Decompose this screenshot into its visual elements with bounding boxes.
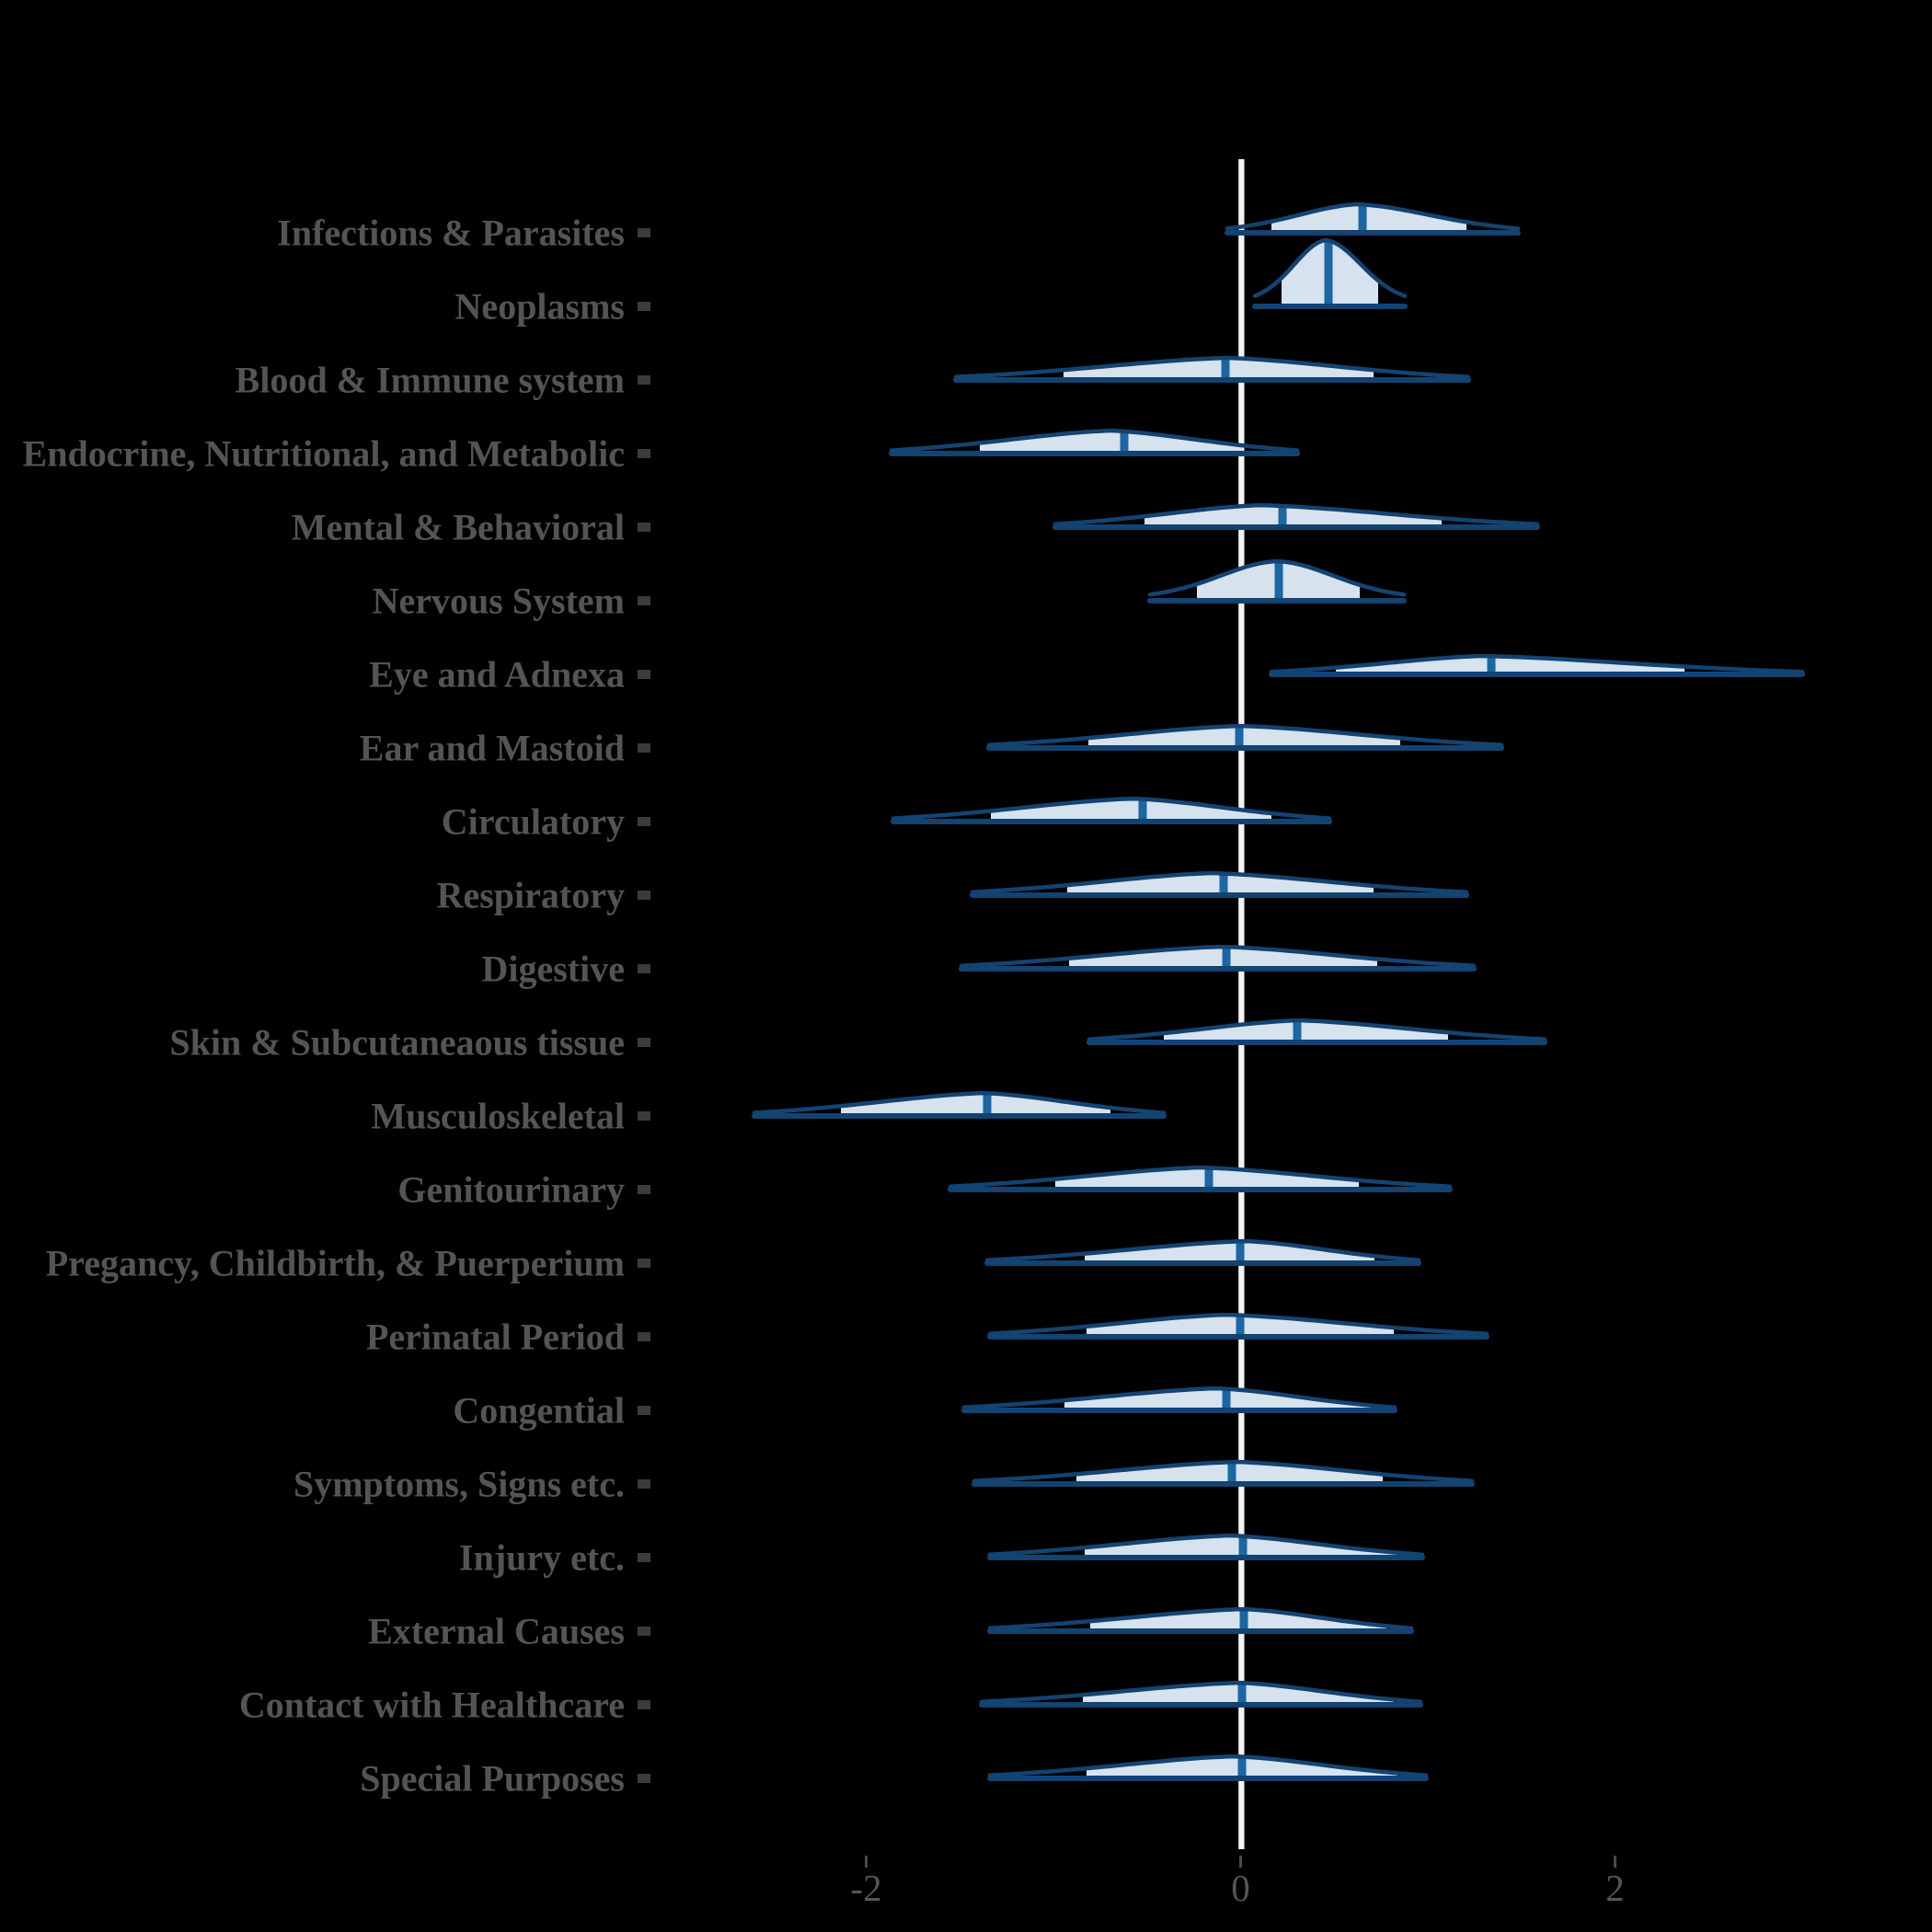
svg-text:Congential: Congential [453,1390,625,1432]
svg-text:Contact with Healthcare: Contact with Healthcare [239,1685,625,1726]
svg-text:Musculoskeletal: Musculoskeletal [371,1096,625,1137]
svg-text:Symptoms, Signs etc.: Symptoms, Signs etc. [293,1464,625,1505]
svg-text:Neoplasms: Neoplasms [455,286,625,328]
svg-text:Blood & Immune system: Blood & Immune system [236,360,625,401]
svg-text:Perinatal Period: Perinatal Period [366,1317,625,1358]
svg-text:-2: -2 [850,1867,881,1909]
svg-text:Pregancy, Childbirth, & Puerpe: Pregancy, Childbirth, & Puerperium [46,1243,625,1284]
svg-text:2: 2 [1605,1867,1625,1909]
svg-text:Mental & Behavioral: Mental & Behavioral [292,507,625,548]
svg-text:Genitourinary: Genitourinary [397,1169,625,1211]
svg-text:Special Purposes: Special Purposes [360,1758,625,1800]
svg-text:Eye and Adnexa: Eye and Adnexa [369,654,625,696]
svg-text:0: 0 [1231,1867,1250,1909]
svg-text:Digestive: Digestive [481,949,625,990]
svg-text:External Causes: External Causes [368,1611,625,1652]
svg-text:Skin & Subcutaneaous tissue: Skin & Subcutaneaous tissue [169,1022,625,1064]
svg-text:Nervous System: Nervous System [373,581,625,622]
svg-text:Infections & Parasites: Infections & Parasites [277,213,625,254]
svg-text:Endocrine, Nutritional, and Me: Endocrine, Nutritional, and Metabolic [23,433,625,475]
svg-text:Circulatory: Circulatory [442,801,625,843]
svg-text:Respiratory: Respiratory [437,875,625,916]
svg-text:Injury etc.: Injury etc. [459,1537,625,1579]
svg-text:Ear and Mastoid: Ear and Mastoid [360,728,625,769]
